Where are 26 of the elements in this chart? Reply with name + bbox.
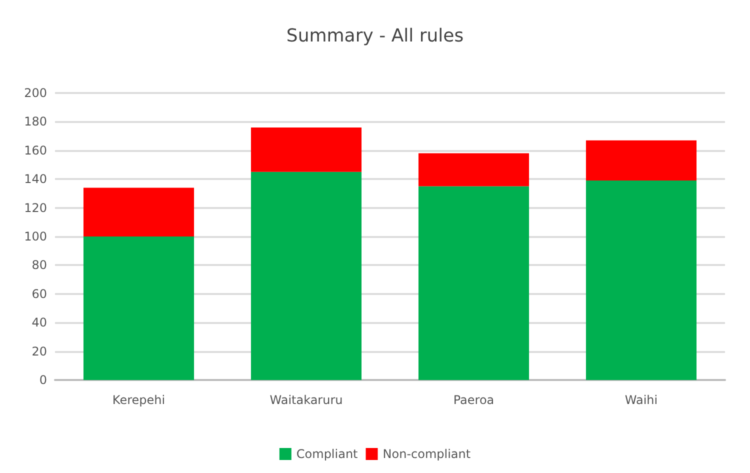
y-tick-label: 180 [24, 114, 47, 129]
y-tick-label: 160 [24, 143, 47, 158]
legend-label: Non-compliant [382, 447, 471, 461]
bar [83, 236, 194, 380]
bar [250, 127, 362, 172]
y-tick-label: 60 [32, 286, 47, 301]
y-tick-label: 20 [32, 344, 47, 358]
y-tick-label: 140 [24, 172, 47, 186]
x-tick-label: Kerepehi [112, 393, 166, 407]
y-tick-label: 40 [32, 316, 47, 330]
y-tick-label: 200 [24, 86, 47, 100]
y-tick-label: 100 [24, 230, 47, 244]
bar [250, 172, 362, 380]
x-tick-label: Waitakaruru [270, 393, 343, 407]
x-tick-label: Paeroa [453, 393, 494, 407]
bar [418, 186, 530, 380]
bar [418, 153, 530, 186]
chart-title: Summary - All rules [286, 26, 464, 46]
y-tick-label: 0 [39, 373, 47, 387]
x-tick-label: Waihi [624, 393, 658, 407]
bar [586, 140, 697, 181]
bar [586, 180, 697, 380]
bar [83, 188, 194, 236]
legend-label: Compliant [296, 447, 358, 461]
y-tick-label: 120 [24, 200, 47, 215]
y-tick-label: 80 [32, 258, 47, 272]
